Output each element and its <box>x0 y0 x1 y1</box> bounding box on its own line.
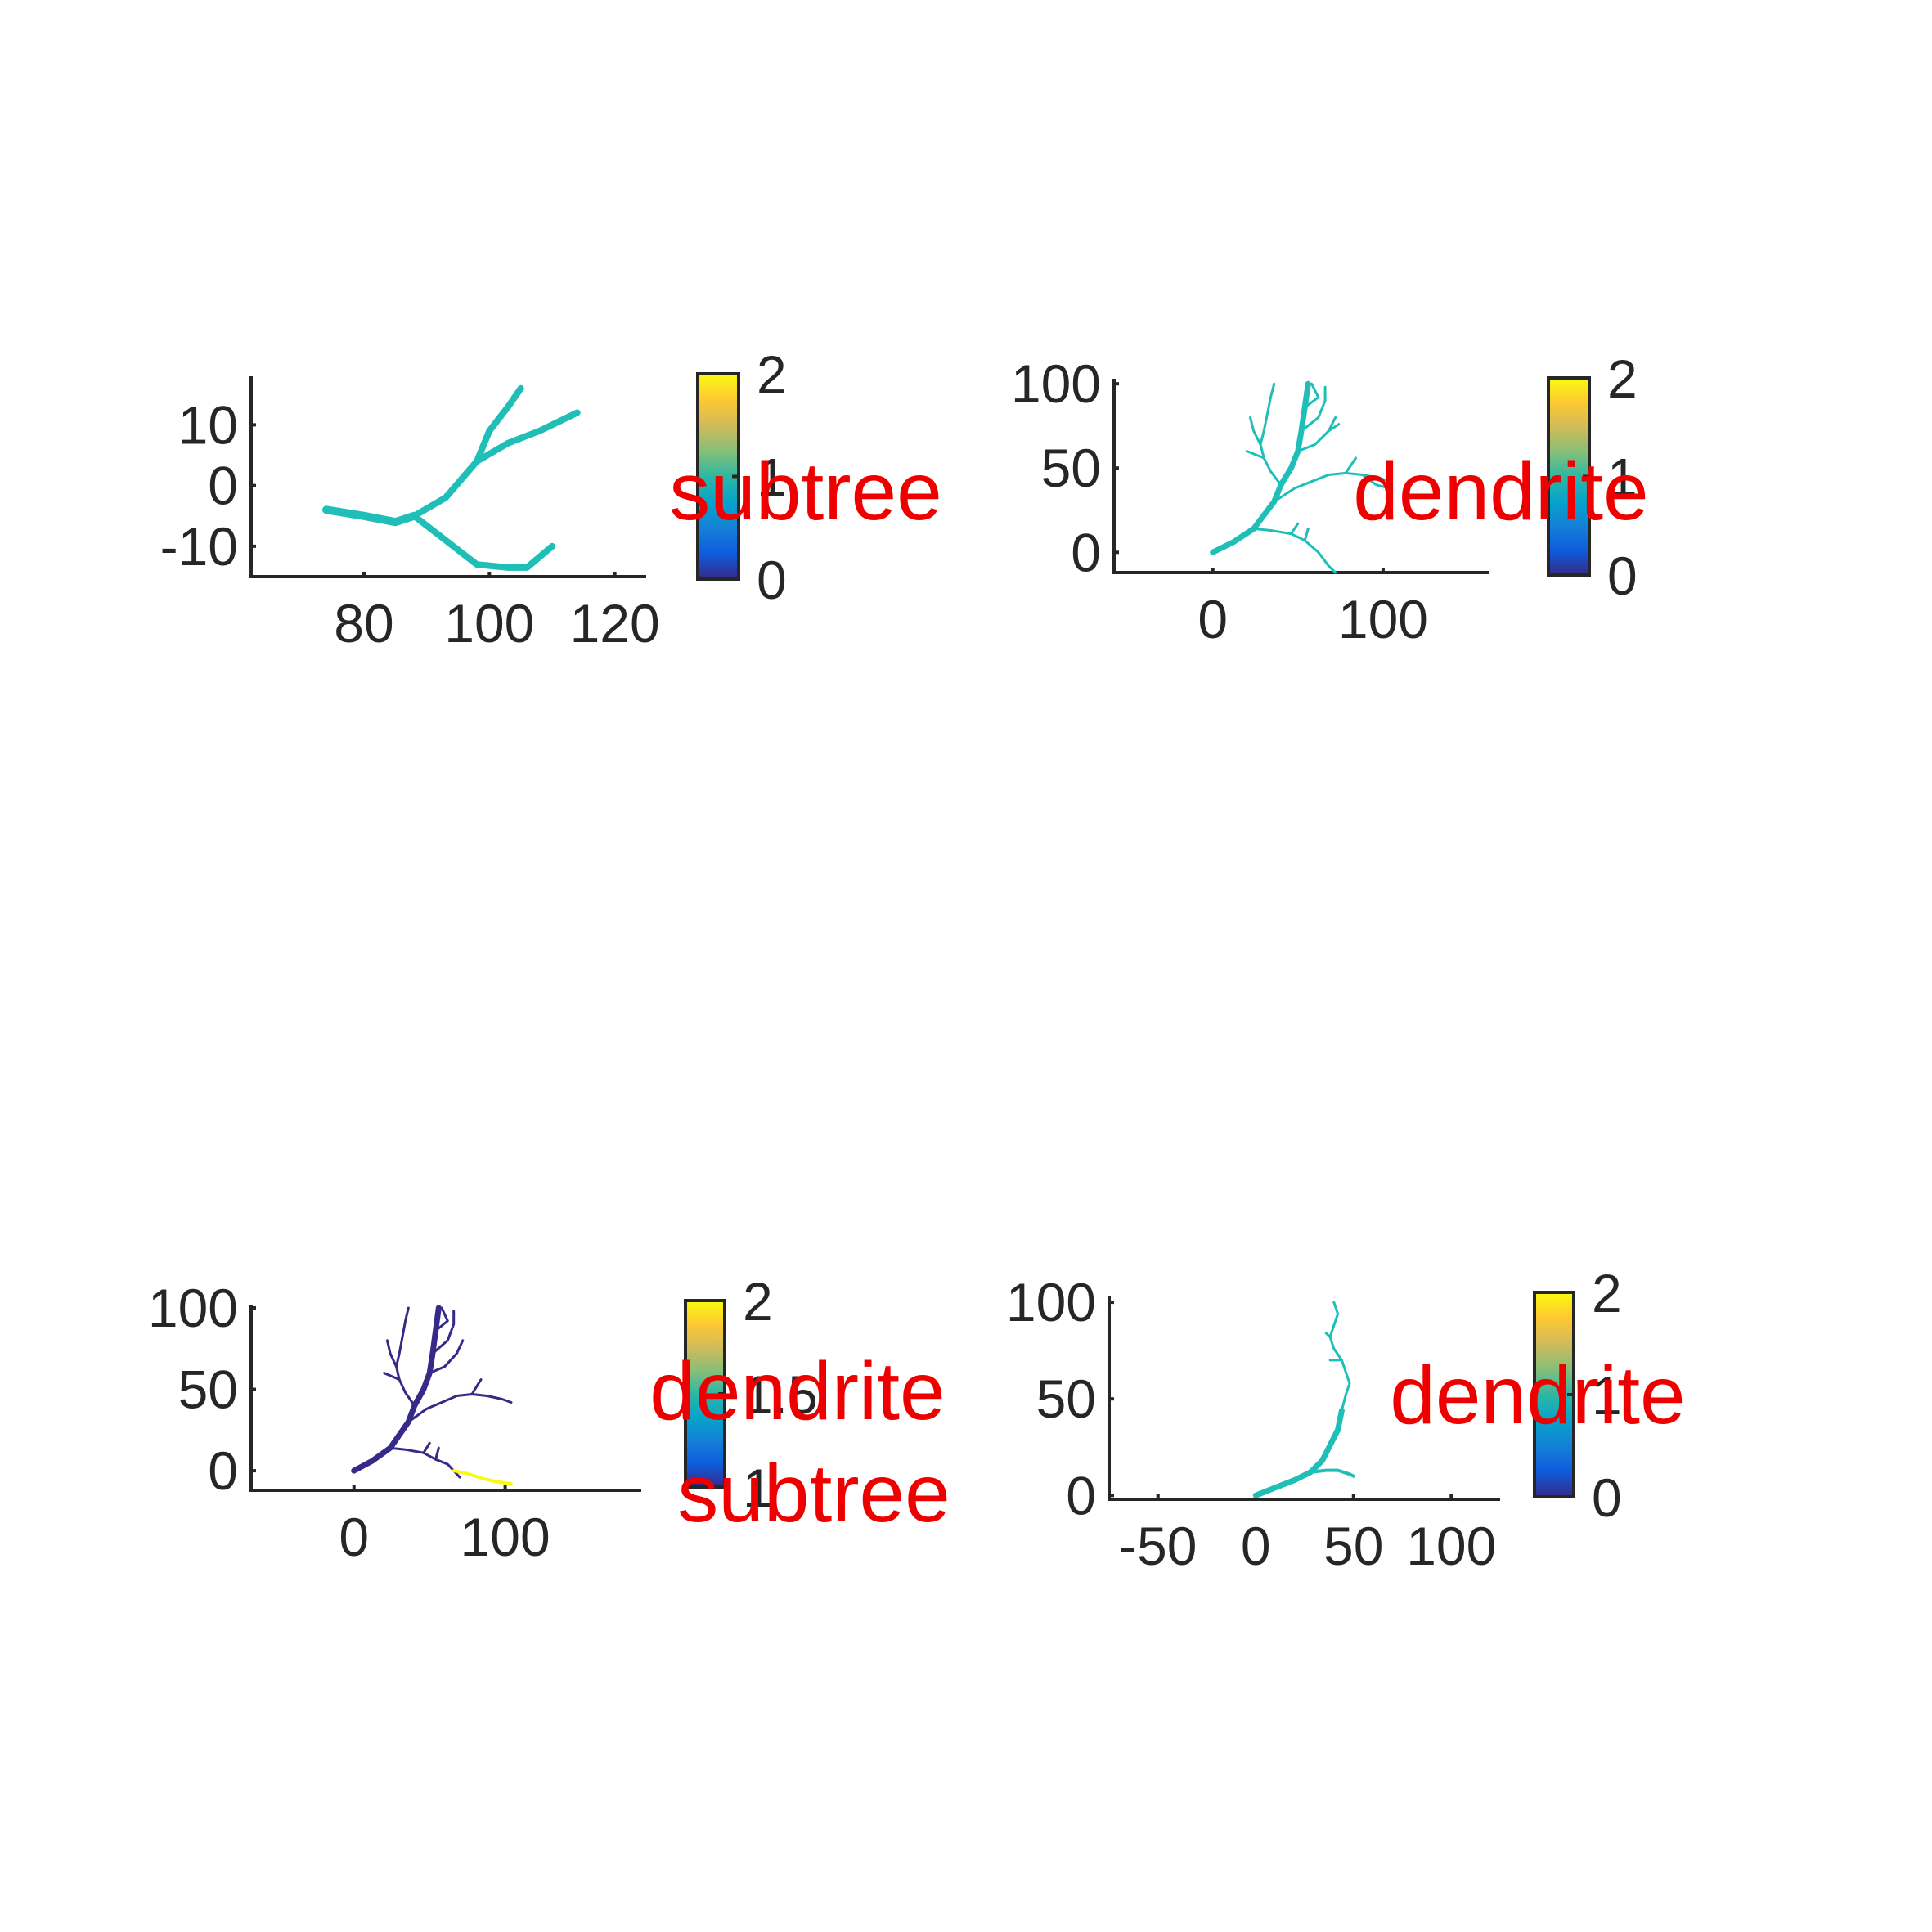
tree-segment <box>1303 527 1310 542</box>
colorbar-tick-label: 2 <box>1592 1263 1622 1323</box>
tree-segment <box>474 384 524 465</box>
colorbar-tick-label: 2 <box>757 344 787 405</box>
x-tick-label: 80 <box>334 593 393 654</box>
y-tick-label: 0 <box>1071 522 1101 582</box>
colorbar: 0 1 2 <box>696 344 787 610</box>
colorbar-tick-label: 1 <box>1607 447 1638 508</box>
y-tick-label: 50 <box>1041 438 1101 498</box>
y-tick-label: 100 <box>1006 1272 1096 1332</box>
tree-segment <box>407 1393 513 1423</box>
tree-segment <box>351 1305 442 1474</box>
x-tick-label: 100 <box>1406 1516 1496 1576</box>
colorbar-gradient <box>698 374 739 579</box>
tree-segment <box>1252 527 1337 574</box>
colorbar-gradient <box>1548 378 1589 575</box>
tree-segment <box>1324 1332 1332 1339</box>
x-tick-label: 50 <box>1323 1516 1383 1576</box>
tree-segment <box>428 1339 465 1375</box>
tree-segment <box>411 512 555 571</box>
tree-segment <box>1361 474 1391 490</box>
tree-segment <box>1296 416 1337 453</box>
colorbar-tick-label: 0 <box>1592 1467 1622 1528</box>
y-tick-label: 10 <box>178 394 238 455</box>
colorbar-tick-label: 1.5 <box>743 1364 818 1425</box>
x-tick-label: 100 <box>1338 589 1428 649</box>
subplot-top-right: 0 100 0 50 100 0 1 2 dendrite <box>1011 348 1649 649</box>
x-tick-label: 0 <box>339 1507 369 1567</box>
tree-segment <box>1273 471 1391 503</box>
overlay-label: subtree <box>669 446 942 537</box>
tree-segment <box>422 1441 431 1454</box>
colorbar: 11.52 <box>684 1271 818 1518</box>
colorbar-tick-label: 1 <box>757 447 787 508</box>
y-tick-label: 100 <box>148 1278 238 1338</box>
colorbar-tick-label: 0 <box>1607 546 1638 606</box>
colorbar-tick-label: 0 <box>757 550 787 610</box>
y-tick-label: 0 <box>1066 1465 1096 1525</box>
subplot-bottom-right: -50 0 50 100 0 50 100 0 1 2 dendrite <box>1006 1263 1686 1576</box>
axis-lines <box>249 376 646 578</box>
colorbar: 0 1 2 <box>1547 348 1638 606</box>
tree-segment <box>434 1306 449 1332</box>
tree-plot <box>1210 380 1391 574</box>
tree-segment <box>322 505 419 527</box>
y-tick-label: 0 <box>208 1440 238 1501</box>
x-tick-label: -50 <box>1119 1516 1197 1576</box>
tree-segment <box>1300 385 1327 433</box>
y-tick-label: 50 <box>178 1359 238 1420</box>
x-tick-label: 0 <box>1241 1516 1271 1576</box>
colorbar-tick-label: 2 <box>1607 348 1638 409</box>
tree-segment <box>1344 456 1358 474</box>
tree-segment <box>1259 382 1283 487</box>
tree-segment <box>1309 1468 1355 1478</box>
x-tick-label: 100 <box>444 593 534 654</box>
tree-segment <box>452 1469 513 1485</box>
x-tick-label: 120 <box>570 593 660 654</box>
overlay-label: dendrite <box>649 1346 945 1437</box>
colorbar-tick-label: 2 <box>743 1271 773 1332</box>
tree-segment <box>1327 423 1341 433</box>
x-tick-label: 0 <box>1197 589 1228 649</box>
axis-lines <box>249 1305 641 1492</box>
tree-segment <box>1249 416 1262 446</box>
tree-segment <box>470 1378 483 1395</box>
tree-segment <box>1303 382 1320 409</box>
tree-segment <box>431 1310 456 1355</box>
axis-lines <box>1112 379 1489 574</box>
y-tick-label: -10 <box>160 516 238 577</box>
tree-segment <box>385 1339 398 1368</box>
overlay-label: dendrite <box>1390 1350 1685 1441</box>
tree-segment <box>1328 1301 1351 1412</box>
y-tick-label: 0 <box>208 456 238 516</box>
x-tick-label: 100 <box>461 1507 550 1567</box>
tree-segment <box>411 409 581 519</box>
tree-plot <box>1252 1301 1355 1498</box>
axis-lines <box>1108 1296 1500 1501</box>
tree-plot <box>351 1305 513 1485</box>
tree-segment <box>1290 522 1300 536</box>
tree-segment <box>1245 450 1265 460</box>
y-tick-label: 50 <box>1036 1368 1096 1429</box>
overlay-label: dendrite <box>1353 446 1648 537</box>
tree-segment <box>1252 1407 1345 1498</box>
tree-segment <box>395 1306 416 1407</box>
overlay-label-secondary: subtree <box>677 1448 950 1539</box>
colorbar-tick-label: 1 <box>1592 1365 1622 1426</box>
colorbar: 0 1 2 <box>1533 1263 1622 1528</box>
tree-segment <box>1210 380 1311 555</box>
y-tick-label: 100 <box>1011 353 1101 414</box>
tree-plot <box>322 384 581 571</box>
colorbar-tick-label: 1 <box>743 1458 773 1518</box>
tree-segment <box>434 1446 440 1461</box>
tree-segment <box>383 1372 401 1382</box>
